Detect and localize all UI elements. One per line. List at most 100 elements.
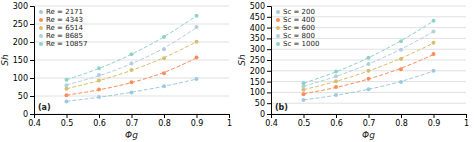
point — [302, 88, 306, 92]
point — [130, 62, 134, 66]
x-tick: 0.9 — [428, 114, 441, 128]
legend-entry: Re = 2171 — [39, 8, 83, 16]
x-tick-mark — [401, 114, 402, 118]
y-tick-label: 150 — [13, 56, 28, 65]
point — [97, 66, 101, 70]
grid-line-y — [271, 81, 466, 82]
chart-root: 0.40.50.60.70.80.91050100150200250300ΦgS… — [0, 0, 474, 142]
point — [65, 87, 69, 91]
y-tick-label: 300 — [13, 2, 28, 11]
x-tick-label: 0.6 — [330, 119, 343, 128]
point — [65, 93, 69, 97]
fit-line — [304, 43, 434, 90]
legend-marker — [39, 34, 43, 38]
legend-marker — [39, 10, 43, 14]
legend-marker — [39, 18, 43, 22]
point — [432, 19, 436, 23]
x-tick-label: 0.4 — [265, 119, 278, 128]
panel: 0.40.50.60.70.80.91050100150200250300ΦgS… — [0, 2, 232, 140]
x-tick-label: 0.5 — [298, 119, 311, 128]
y-tick-label: 350 — [250, 34, 265, 43]
y-tick: 100 — [13, 74, 34, 83]
legend-marker — [276, 42, 280, 46]
point — [65, 83, 69, 87]
x-tick: 1 — [464, 114, 469, 128]
y-axis-line — [267, 7, 272, 115]
x-tick-label: 0.4 — [28, 119, 41, 128]
point — [65, 99, 69, 103]
x-tick: 0.6 — [330, 114, 343, 128]
fit-line — [304, 32, 434, 87]
point — [399, 80, 403, 84]
point — [399, 48, 403, 52]
y-tick: 400 — [250, 24, 271, 33]
y-axis: 050100150200250300350400450500 — [250, 2, 272, 119]
point — [130, 52, 134, 56]
panel-label: (b) — [275, 103, 288, 112]
x-axis-title: Φg — [125, 130, 138, 140]
x-tick: 0.7 — [126, 114, 139, 128]
y-axis-title: Sh — [0, 54, 10, 66]
legend-entry: Sc = 600 — [276, 24, 315, 32]
series — [302, 41, 436, 92]
legend-entry: Sc = 400 — [276, 16, 315, 24]
y-tick-mark — [267, 82, 271, 83]
point — [367, 62, 371, 66]
y-tick-mark — [30, 60, 34, 61]
point — [399, 57, 403, 61]
y-tick-mark — [267, 28, 271, 29]
point — [195, 55, 199, 59]
point — [162, 56, 166, 60]
y-tick-label: 0 — [260, 110, 265, 119]
legend-marker — [276, 26, 280, 30]
y-tick: 150 — [250, 78, 271, 87]
x-tick-mark — [99, 114, 100, 118]
point — [334, 79, 338, 83]
grid-line-y — [271, 49, 466, 50]
y-tick-label: 500 — [250, 2, 265, 11]
fit-line — [67, 42, 197, 89]
x-tick-label: 0.8 — [158, 119, 171, 128]
legend-label: Sc = 1000 — [283, 40, 319, 48]
point — [130, 68, 134, 72]
panel: 0.40.50.60.70.80.91050100150200250300350… — [237, 2, 469, 140]
legend-entry: Re = 6514 — [39, 24, 84, 32]
x-tick-label: 0.8 — [395, 119, 408, 128]
panel-label: (a) — [38, 103, 51, 112]
x-tick-mark — [132, 114, 133, 118]
point — [97, 79, 101, 83]
legend-marker — [276, 18, 280, 22]
series — [302, 19, 436, 86]
point — [130, 90, 134, 94]
grid-line-y — [271, 6, 466, 7]
point — [162, 71, 166, 75]
x-axis-line — [272, 115, 467, 119]
grid-line-y — [271, 103, 466, 104]
point — [65, 78, 69, 82]
legend-label: Re = 4343 — [46, 16, 83, 24]
x-tick-label: 0.5 — [61, 119, 74, 128]
point — [162, 47, 166, 51]
x-tick-label: 0.6 — [93, 119, 106, 128]
y-tick-label: 450 — [250, 13, 265, 22]
x-tick-label: 0.9 — [191, 119, 204, 128]
y-tick-mark — [30, 96, 34, 97]
legend-marker — [276, 10, 280, 14]
series — [65, 77, 199, 103]
x-tick-label: 0.7 — [126, 119, 139, 128]
grid-line-y — [34, 96, 229, 97]
x-tick: 0.4 — [265, 114, 278, 128]
legend: Sc = 200Sc = 400Sc = 600Sc = 800Sc = 100… — [276, 8, 319, 48]
point — [367, 77, 371, 81]
y-tick-label: 50 — [18, 92, 28, 101]
y-tick-mark — [267, 60, 271, 61]
fit-line — [304, 55, 434, 94]
legend-label: Sc = 800 — [283, 32, 315, 40]
y-tick: 150 — [13, 56, 34, 65]
series — [65, 55, 199, 97]
y-tick-mark — [267, 17, 271, 18]
x-axis-line — [35, 115, 230, 119]
legend-label: Sc = 600 — [283, 24, 315, 32]
y-tick-mark — [30, 78, 34, 79]
fit-line — [67, 79, 197, 101]
